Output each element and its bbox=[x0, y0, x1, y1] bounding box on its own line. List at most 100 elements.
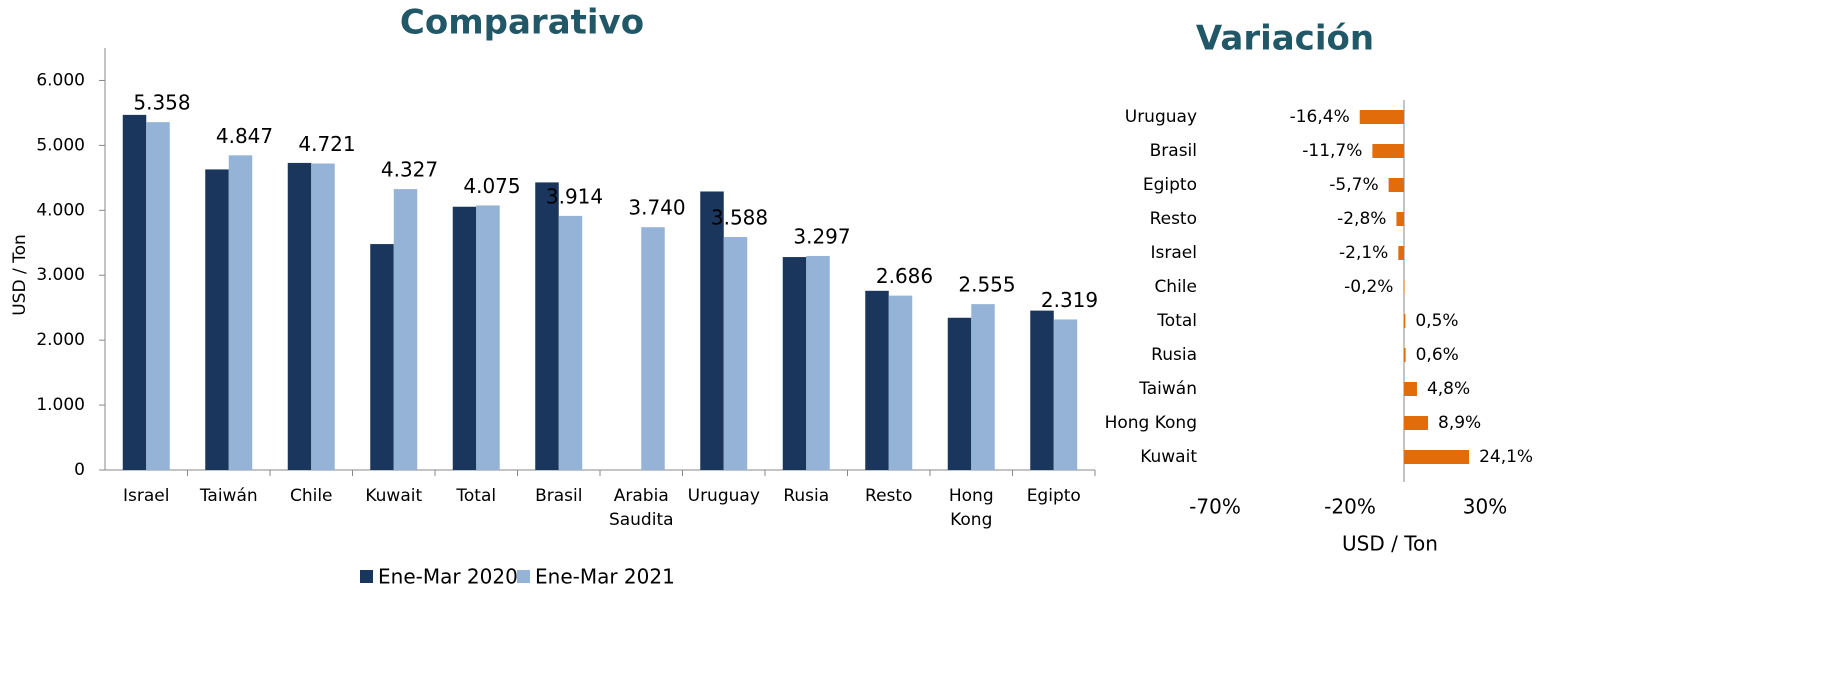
bar bbox=[370, 244, 394, 470]
value-label: -2,1% bbox=[1339, 243, 1388, 263]
bar bbox=[1404, 314, 1406, 328]
bar bbox=[393, 189, 418, 470]
y-axis-label: USD / Ton bbox=[10, 234, 30, 316]
bar bbox=[287, 162, 312, 470]
value-label: 3.740 bbox=[628, 196, 685, 220]
x-tick-label: Taiwán bbox=[199, 486, 258, 506]
bar bbox=[1398, 246, 1404, 260]
bar bbox=[971, 304, 995, 470]
bar bbox=[700, 191, 724, 471]
bar bbox=[1404, 416, 1429, 430]
bar bbox=[865, 290, 889, 470]
y-tick-label: Egipto bbox=[1143, 175, 1197, 195]
bar bbox=[1359, 110, 1404, 124]
bar bbox=[1388, 178, 1404, 192]
value-label: 3.297 bbox=[793, 224, 850, 248]
bar bbox=[228, 155, 253, 470]
x-tick-label: Uruguay bbox=[687, 486, 760, 506]
x-tick-label: Total bbox=[456, 486, 497, 506]
chart-title: Variación bbox=[1196, 19, 1374, 59]
legend-label: Ene-Mar 2021 bbox=[535, 565, 675, 589]
y-tick-label: 2.000 bbox=[36, 330, 85, 350]
value-label: -5,7% bbox=[1329, 175, 1378, 195]
bar bbox=[1403, 280, 1405, 294]
bar bbox=[1030, 310, 1054, 470]
x-axis-label: USD / Ton bbox=[1342, 532, 1438, 556]
y-tick-label: Uruguay bbox=[1125, 107, 1197, 127]
y-tick-label: 5.000 bbox=[36, 135, 85, 155]
legend-swatch bbox=[360, 570, 373, 583]
bar bbox=[782, 257, 807, 470]
x-tick-label: Israel bbox=[123, 486, 170, 506]
y-tick-label: Taiwán bbox=[1138, 379, 1197, 399]
value-label: 0,6% bbox=[1416, 345, 1459, 365]
value-label: 4.721 bbox=[298, 132, 355, 156]
bar bbox=[476, 205, 500, 470]
y-tick-label: Hong Kong bbox=[1105, 413, 1197, 433]
value-label: 2.555 bbox=[958, 273, 1015, 297]
y-tick-label: 1.000 bbox=[36, 395, 85, 415]
bar bbox=[311, 163, 335, 470]
x-tick-label: 30% bbox=[1463, 495, 1507, 519]
y-tick-label: Resto bbox=[1150, 209, 1197, 229]
y-tick-label: Total bbox=[1156, 311, 1197, 331]
x-tick-label: Brasil bbox=[535, 486, 583, 506]
x-tick-label: Hong Kong bbox=[948, 486, 994, 530]
value-label: 8,9% bbox=[1438, 413, 1481, 433]
value-label: -11,7% bbox=[1302, 141, 1362, 161]
x-tick-label: Arabia Saudita bbox=[608, 486, 674, 530]
x-tick-label: Kuwait bbox=[365, 486, 423, 506]
value-label: -0,2% bbox=[1344, 277, 1393, 297]
value-label: 4.847 bbox=[216, 124, 273, 148]
bar bbox=[205, 169, 229, 470]
chart-title: Comparativo bbox=[400, 3, 644, 43]
value-label: 0,5% bbox=[1415, 311, 1458, 331]
bar bbox=[1053, 319, 1078, 470]
x-tick-label: Chile bbox=[289, 486, 333, 506]
bar bbox=[947, 317, 972, 470]
bar bbox=[535, 182, 559, 471]
y-tick-label: 3.000 bbox=[36, 265, 85, 285]
value-label: 2.686 bbox=[876, 264, 933, 288]
bar bbox=[1404, 450, 1470, 464]
bar bbox=[1404, 382, 1417, 396]
bar bbox=[806, 255, 830, 470]
bar bbox=[1404, 348, 1406, 362]
bar bbox=[1372, 144, 1404, 158]
x-tick-label: Resto bbox=[865, 486, 913, 506]
y-tick-label: Chile bbox=[1154, 277, 1197, 297]
y-tick-label: Kuwait bbox=[1140, 447, 1197, 467]
bar bbox=[888, 295, 913, 470]
bar bbox=[723, 237, 748, 470]
y-tick-label: 6.000 bbox=[36, 70, 85, 90]
value-label: 3.588 bbox=[711, 206, 768, 230]
value-label: 5.358 bbox=[133, 91, 190, 115]
y-tick-label: Rusia bbox=[1151, 345, 1197, 365]
bar bbox=[122, 114, 147, 471]
y-tick-label: Israel bbox=[1151, 243, 1197, 263]
x-tick-label: Rusia bbox=[783, 486, 830, 506]
bar bbox=[1396, 212, 1404, 226]
y-tick-label: 4.000 bbox=[36, 200, 85, 220]
legend-label: Ene-Mar 2020 bbox=[378, 565, 518, 589]
value-label: 24,1% bbox=[1479, 447, 1533, 467]
y-tick-label: Brasil bbox=[1150, 141, 1197, 161]
value-label: 4,8% bbox=[1427, 379, 1470, 399]
x-tick-label: -20% bbox=[1324, 495, 1376, 519]
value-label: 4.327 bbox=[381, 158, 438, 182]
value-label: 4.075 bbox=[463, 174, 520, 198]
bar bbox=[452, 206, 477, 470]
value-label: -16,4% bbox=[1290, 107, 1350, 127]
bar bbox=[641, 227, 665, 470]
x-tick-label: Egipto bbox=[1026, 486, 1081, 506]
value-label: 3.914 bbox=[546, 184, 603, 208]
value-label: 2.319 bbox=[1041, 288, 1098, 312]
legend-swatch bbox=[517, 570, 530, 583]
y-tick-label: 0 bbox=[74, 460, 85, 480]
x-tick-label: -70% bbox=[1189, 495, 1241, 519]
bar bbox=[558, 215, 583, 470]
value-label: -2,8% bbox=[1337, 209, 1386, 229]
bar bbox=[146, 122, 170, 470]
